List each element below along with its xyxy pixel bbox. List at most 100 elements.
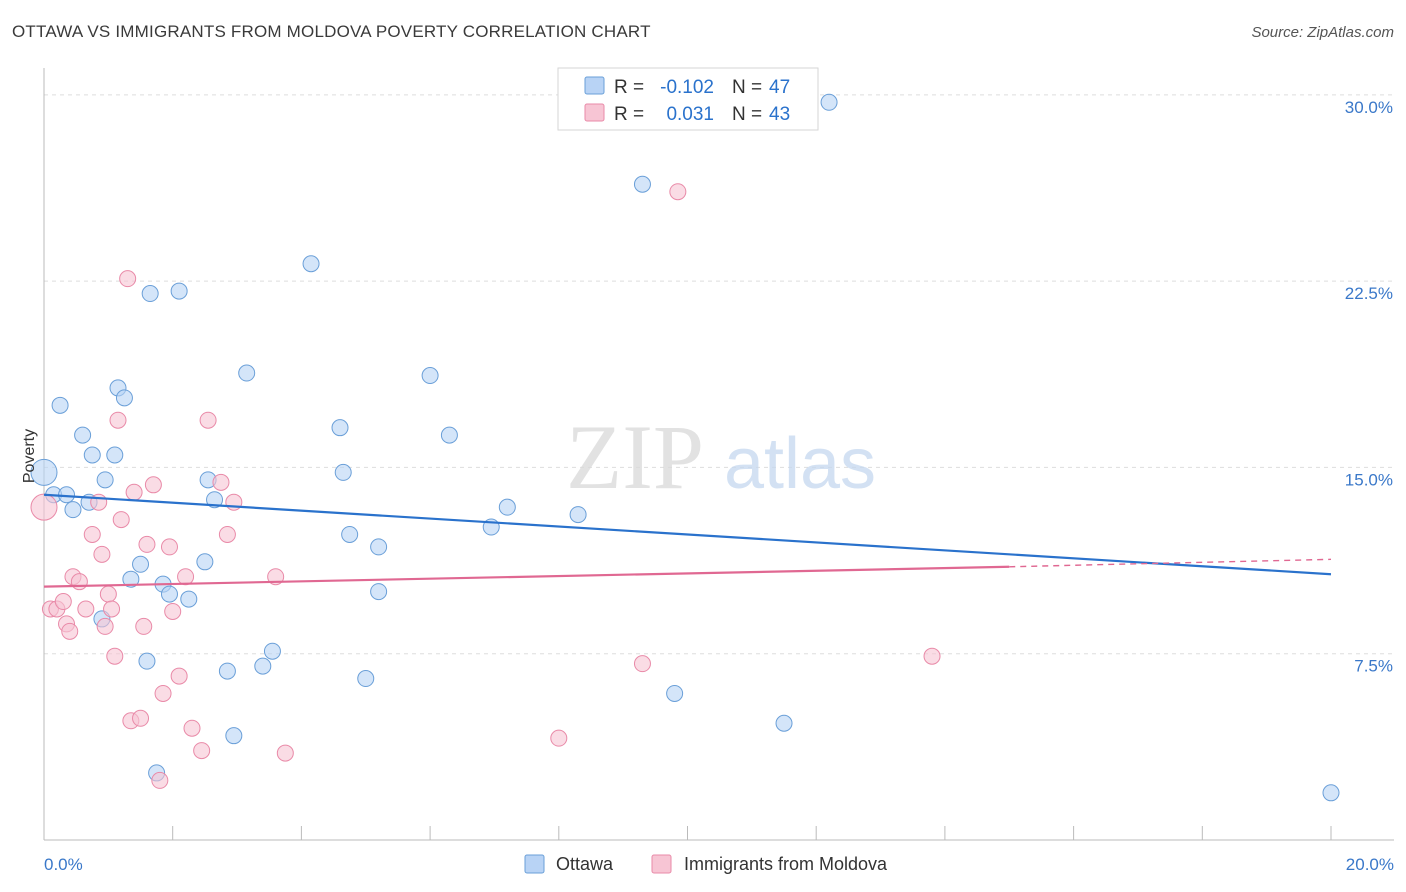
y-tick-label-0: 7.5% <box>1354 657 1393 676</box>
point-ottawa-12 <box>122 570 140 588</box>
point-ottawa-40 <box>569 506 587 524</box>
point-ottawa-29 <box>302 255 320 273</box>
point-moldova-25 <box>151 771 169 789</box>
bottom-legend-swatch-ottawa <box>524 854 545 874</box>
point-moldova-29 <box>170 667 188 685</box>
point-ottawa-9 <box>106 446 124 464</box>
point-moldova-38 <box>276 744 294 762</box>
point-ottawa-20 <box>180 590 198 608</box>
legend-r-value-ottawa: -0.102 <box>660 77 714 98</box>
point-moldova-31 <box>183 719 201 737</box>
y-tick-label-3: 30.0% <box>1345 98 1393 117</box>
y-tick-label-2: 22.5% <box>1345 284 1393 303</box>
point-ottawa-8 <box>96 471 114 489</box>
point-moldova-32 <box>193 742 211 760</box>
point-moldova-21 <box>132 709 150 727</box>
bottom-legend-label-ottawa: Ottawa <box>556 854 614 874</box>
point-ottawa-30 <box>331 419 349 437</box>
point-moldova-18 <box>119 270 137 288</box>
point-moldova-33 <box>199 411 217 429</box>
point-moldova-3 <box>54 593 72 611</box>
point-moldova-13 <box>99 585 117 603</box>
trend-line-ottawa <box>43 493 1332 576</box>
x-tick-label-min: 0.0% <box>44 855 83 874</box>
point-ottawa-0 <box>30 458 58 486</box>
point-ottawa-11 <box>115 389 133 407</box>
point-ottawa-5 <box>74 426 92 444</box>
y-tick-label-1: 15.0% <box>1345 470 1393 489</box>
point-moldova-16 <box>109 411 127 429</box>
point-ottawa-44 <box>820 93 838 111</box>
point-moldova-17 <box>112 511 130 529</box>
trend-line-moldova <box>43 565 1010 588</box>
watermark-atlas: atlas <box>724 424 876 504</box>
point-ottawa-15 <box>141 285 159 303</box>
y-tick-labels: 7.5% 15.0% 22.5% 30.0% <box>1345 98 1393 676</box>
point-moldova-0 <box>30 493 58 521</box>
point-ottawa-33 <box>357 670 375 688</box>
legend-swatch-moldova <box>584 103 605 122</box>
point-moldova-24 <box>144 476 162 494</box>
legend: R = -0.102 N = 47 R = 0.031 N = 43 <box>557 67 819 131</box>
point-moldova-12 <box>96 617 114 635</box>
point-moldova-15 <box>106 647 124 665</box>
point-moldova-11 <box>93 545 111 563</box>
point-moldova-39 <box>550 729 568 747</box>
point-moldova-22 <box>135 617 153 635</box>
bottom-legend: Ottawa Immigrants from Moldova <box>524 854 888 874</box>
legend-n-value-moldova: 43 <box>769 104 790 125</box>
point-moldova-9 <box>83 525 101 543</box>
point-ottawa-39 <box>498 498 516 516</box>
point-ottawa-32 <box>341 525 359 543</box>
point-ottawa-14 <box>138 652 156 670</box>
point-ottawa-19 <box>170 282 188 300</box>
legend-n-label-ottawa: N = <box>732 77 767 98</box>
point-ottawa-4 <box>64 501 82 519</box>
point-ottawa-18 <box>160 585 178 603</box>
x-tick-label-max: 20.0% <box>1346 855 1394 874</box>
point-moldova-41 <box>669 183 687 201</box>
legend-n-label-moldova: N = <box>732 104 767 125</box>
point-ottawa-45 <box>1322 784 1340 802</box>
point-moldova-23 <box>138 535 156 553</box>
point-moldova-28 <box>164 602 182 620</box>
trend-layer <box>43 493 1332 588</box>
point-moldova-7 <box>70 573 88 591</box>
point-moldova-14 <box>103 600 121 618</box>
point-ottawa-21 <box>196 553 214 571</box>
point-ottawa-37 <box>440 426 458 444</box>
point-moldova-42 <box>923 647 941 665</box>
legend-r-label-moldova: R = <box>614 104 649 125</box>
point-moldova-20 <box>125 483 143 501</box>
point-ottawa-43 <box>775 714 793 732</box>
point-ottawa-13 <box>132 555 150 573</box>
point-ottawa-23 <box>206 491 224 509</box>
point-ottawa-26 <box>238 364 256 382</box>
trend-line-moldova-extension <box>1009 558 1332 568</box>
point-moldova-8 <box>77 600 95 618</box>
point-ottawa-2 <box>51 396 69 414</box>
y-axis-label: Poverty <box>21 429 38 483</box>
point-ottawa-7 <box>83 446 101 464</box>
point-moldova-10 <box>90 493 108 511</box>
point-ottawa-41 <box>633 175 651 193</box>
point-ottawa-36 <box>421 367 439 385</box>
point-ottawa-24 <box>218 662 236 680</box>
point-moldova-34 <box>212 473 230 491</box>
point-moldova-26 <box>154 684 172 702</box>
x-tick-labels: 0.0% 20.0% <box>44 855 1394 874</box>
point-ottawa-34 <box>370 538 388 556</box>
legend-r-value-moldova: 0.031 <box>666 104 714 125</box>
point-moldova-5 <box>61 622 79 640</box>
point-ottawa-42 <box>666 684 684 702</box>
bottom-legend-swatch-moldova <box>651 854 672 874</box>
chart-source: Source: ZipAtlas.com <box>1251 24 1394 41</box>
legend-r-label-ottawa: R = <box>614 77 649 98</box>
point-ottawa-27 <box>254 657 272 675</box>
point-ottawa-31 <box>334 463 352 481</box>
watermark: ZIP atlas <box>566 406 876 508</box>
point-ottawa-35 <box>370 583 388 601</box>
bottom-legend-label-moldova: Immigrants from Moldova <box>684 854 888 874</box>
point-ottawa-25 <box>225 727 243 745</box>
